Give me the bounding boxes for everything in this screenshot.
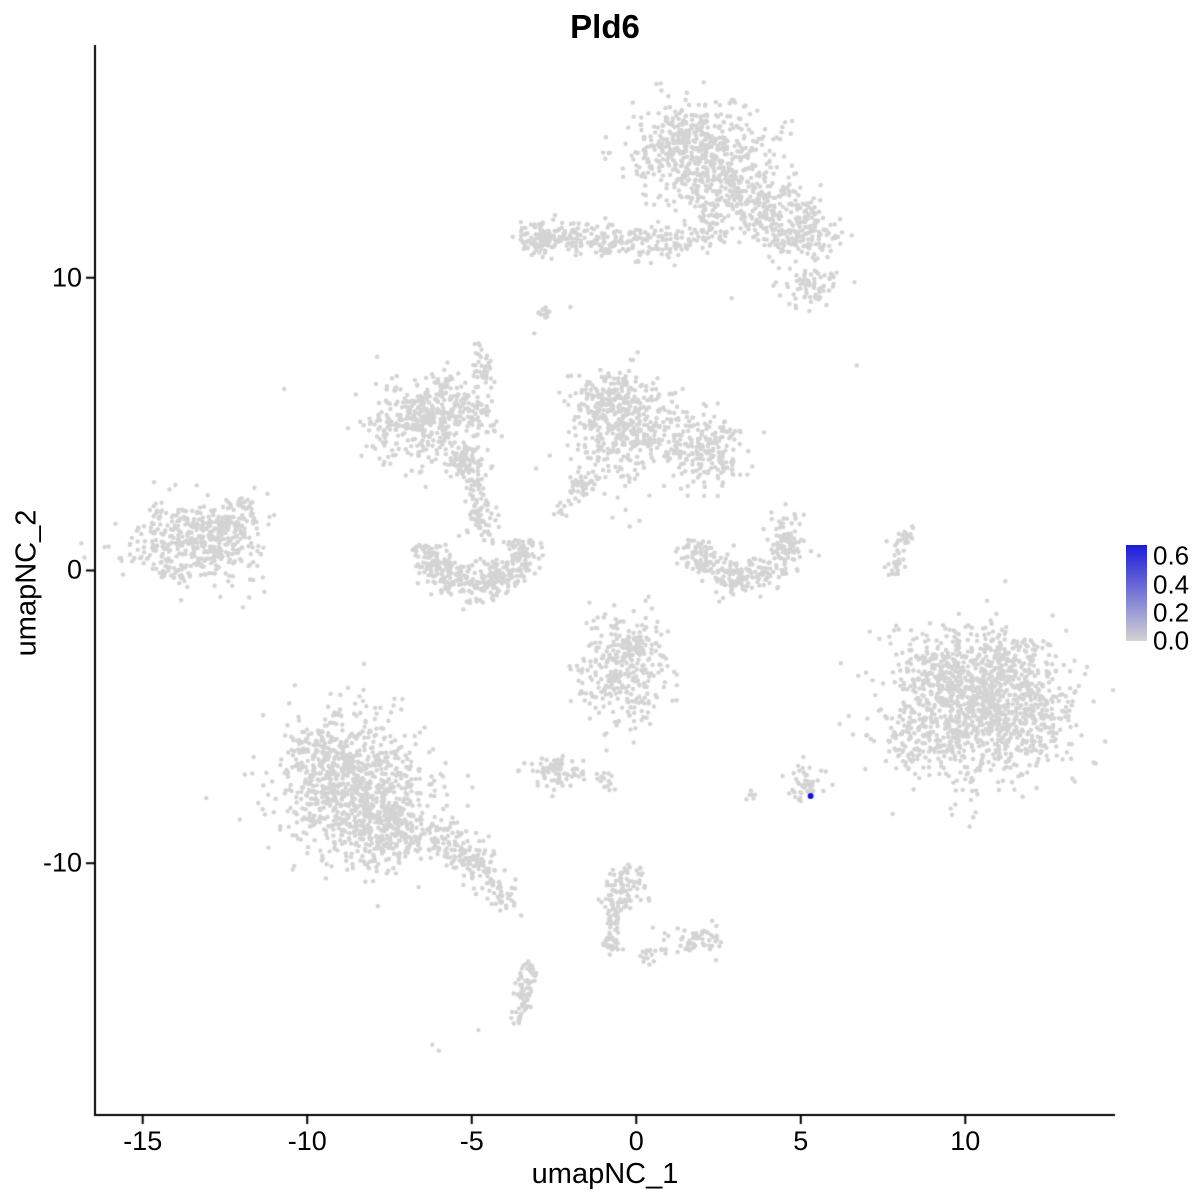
x-axis-title: umapNC_1 [531,1158,679,1190]
y-tick-label: 0 [66,554,82,585]
colorbar-tick-label: 0.6 [1153,540,1190,571]
colorbar-tick-label: 0.4 [1153,569,1190,600]
x-tick-label: -5 [459,1126,484,1156]
y-tick-label: 10 [51,262,82,293]
x-tick-label: 0 [628,1126,644,1156]
expression-colorbar [1126,545,1147,641]
y-tick-label: -10 [42,847,82,878]
colorbar-tick-label: 0.0 [1153,625,1190,656]
x-tick-label: -10 [287,1126,327,1156]
chart-title: Pld6 [570,8,640,45]
colorbar-tick-label: 0.2 [1153,597,1190,628]
x-tick-label: 10 [950,1126,981,1156]
x-tick-label: 5 [793,1126,809,1156]
x-tick-label: -15 [123,1126,163,1156]
